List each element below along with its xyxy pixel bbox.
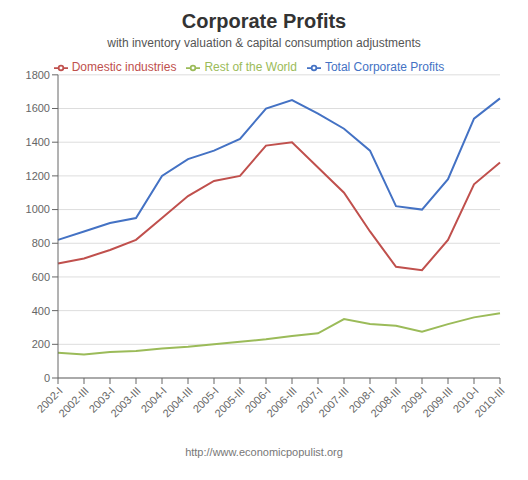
svg-text:2002-I: 2002-I: [34, 384, 65, 415]
svg-text:2005-III: 2005-III: [212, 384, 247, 419]
svg-text:2010-III: 2010-III: [472, 384, 507, 419]
svg-text:200: 200: [32, 338, 50, 350]
svg-text:2007-III: 2007-III: [316, 384, 351, 419]
svg-text:2003-I: 2003-I: [86, 384, 117, 415]
svg-text:1600: 1600: [26, 102, 50, 114]
svg-text:2004-III: 2004-III: [160, 384, 195, 419]
svg-text:2004-I: 2004-I: [138, 384, 169, 415]
html-text:Domestic industries: Domestic industries: [71, 60, 177, 74]
svg-text:1400: 1400: [26, 136, 50, 148]
svg-text:2008-I: 2008-I: [346, 384, 377, 415]
svg-text:1800: 1800: [26, 69, 50, 81]
svg-text:2006-I: 2006-I: [242, 384, 273, 415]
svg-text:2005-I: 2005-I: [190, 384, 221, 415]
svg-text:2010-I: 2010-I: [450, 384, 481, 415]
html-text:with inventory valuation & cap: with inventory valuation & capital consu…: [107, 36, 421, 50]
html-text:Rest of the World: Rest of the World: [204, 60, 297, 74]
html-text:http://www.economicpopulist.or: http://www.economicpopulist.org: [185, 446, 343, 458]
svg-text:600: 600: [32, 271, 50, 283]
svg-text:2009-I: 2009-I: [398, 384, 429, 415]
html-text:Total Corporate Profits: Total Corporate Profits: [324, 60, 445, 74]
svg-text:1000: 1000: [26, 203, 50, 215]
svg-text:2003-III: 2003-III: [108, 384, 143, 419]
svg-text:2007-I: 2007-I: [294, 384, 325, 415]
svg-text:2009-III: 2009-III: [420, 384, 455, 419]
svg-text:400: 400: [32, 305, 50, 317]
svg-text:2008-III: 2008-III: [368, 384, 403, 419]
svg-text:1200: 1200: [26, 170, 50, 182]
svg-text:2002-III: 2002-III: [56, 384, 91, 419]
svg-text:800: 800: [32, 237, 50, 249]
html-text:Corporate Profits: Corporate Profits: [181, 10, 347, 32]
svg-text:2006-III: 2006-III: [264, 384, 299, 419]
svg-text:0: 0: [44, 372, 50, 384]
